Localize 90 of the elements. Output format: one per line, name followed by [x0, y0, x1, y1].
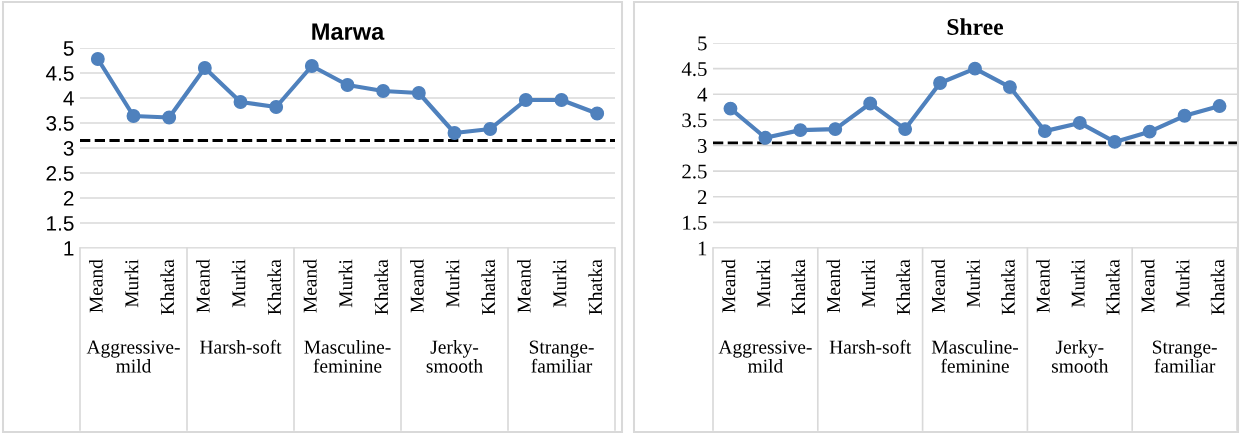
- y-tick-label: 4: [697, 87, 708, 102]
- point: [126, 109, 141, 123]
- point: [233, 95, 248, 109]
- text: Harsh-soft: [200, 339, 282, 354]
- text: Aggressive- mild: [718, 340, 812, 373]
- x-tick-label: Murki: [338, 259, 353, 308]
- point: [1107, 134, 1122, 149]
- x-tick-label: Murki: [231, 259, 246, 308]
- x-tick-label: Khatka: [896, 259, 910, 315]
- point: [554, 93, 569, 107]
- x-tick-label: Khatka: [481, 259, 496, 315]
- x-tick-label: Meand: [721, 259, 736, 313]
- x-tick-label: Meand: [1140, 259, 1155, 313]
- text: Strange- familiar: [1152, 340, 1217, 373]
- point: [518, 93, 533, 107]
- y-tick-label: 3: [698, 138, 707, 153]
- x-tick-label: Khatka: [160, 259, 175, 315]
- y-tick-label: 5: [63, 41, 74, 56]
- y-tick-label: 4: [63, 91, 74, 106]
- x-tick-label: Khatka: [791, 259, 806, 315]
- point: [933, 76, 948, 90]
- point: [1177, 108, 1192, 123]
- x-tick-label: Murki: [124, 259, 139, 308]
- x-tick-label: Meand: [410, 259, 424, 313]
- x-tick-label: Meand: [303, 259, 317, 313]
- y-tick-label: 3.5: [46, 116, 74, 131]
- y-tick-label: 2: [63, 191, 74, 206]
- chart-title: Shree: [947, 18, 1004, 35]
- point: [863, 96, 878, 111]
- point: [828, 122, 843, 137]
- text: Masculine- feminine: [304, 340, 391, 373]
- point: [340, 78, 355, 92]
- x-tick-label: Meand: [517, 259, 531, 313]
- point: [1002, 80, 1017, 95]
- x-tick-label: Murki: [1070, 259, 1085, 308]
- x-tick-label: Murki: [1175, 259, 1190, 308]
- point: [376, 84, 391, 98]
- y-tick-label: 1: [64, 241, 74, 256]
- point: [411, 86, 426, 100]
- y-tick-label: 1.5: [47, 216, 74, 231]
- x-tick-label: Meand: [931, 259, 945, 313]
- point: [793, 123, 808, 138]
- point: [590, 106, 605, 121]
- text: Aggressive- mild: [86, 340, 180, 373]
- text: Strange- familiar: [529, 340, 594, 373]
- x-tick-label: Meand: [89, 259, 103, 313]
- y-tick-label: 4.5: [45, 66, 74, 81]
- y-tick-label: 3.5: [682, 113, 707, 128]
- x-tick-label: Khatka: [1105, 259, 1120, 315]
- x-tick-label: Khatka: [1001, 259, 1015, 315]
- x-tick-label: Meand: [196, 259, 210, 313]
- point: [269, 100, 284, 114]
- point: [1142, 124, 1157, 139]
- point: [162, 110, 177, 125]
- x-tick-label: Murki: [445, 259, 460, 308]
- point: [447, 126, 462, 140]
- x-tick-label: Khatka: [1210, 259, 1225, 315]
- point: [898, 122, 913, 137]
- point: [758, 130, 773, 145]
- point: [1037, 124, 1052, 139]
- point: [1072, 116, 1087, 130]
- point: [90, 52, 105, 66]
- x-tick-label: Murki: [966, 259, 980, 308]
- point: [483, 122, 498, 136]
- y-tick-label: 2.5: [682, 164, 707, 179]
- x-tick-label: Murki: [552, 259, 567, 308]
- y-tick-label: 4.5: [681, 62, 707, 77]
- text: Harsh-soft: [829, 339, 912, 354]
- chart-title: Marwa: [312, 23, 385, 40]
- y-tick-label: 1.5: [683, 215, 707, 230]
- point: [723, 101, 738, 116]
- x-tick-label: Murki: [756, 259, 771, 308]
- x-tick-label: Meand: [1036, 259, 1050, 313]
- text: Masculine- feminine: [931, 340, 1019, 373]
- x-tick-label: Khatka: [267, 259, 282, 315]
- x-tick-label: Khatka: [374, 259, 389, 315]
- y-tick-label: 2: [697, 190, 707, 204]
- y-tick-label: 2.5: [46, 166, 74, 181]
- point: [968, 61, 982, 76]
- x-tick-label: Murki: [861, 259, 876, 308]
- point: [304, 59, 319, 73]
- x-tick-label: Khatka: [588, 259, 603, 315]
- x-tick-label: Meand: [826, 259, 841, 313]
- y-tick-label: 5: [698, 36, 707, 51]
- y-tick-label: 3: [63, 141, 74, 156]
- point: [1212, 99, 1227, 113]
- text: Jerky- smooth: [426, 340, 483, 373]
- y-tick-label: 1: [698, 241, 707, 256]
- text: Jerky- smooth: [1051, 340, 1109, 373]
- point: [197, 61, 212, 75]
